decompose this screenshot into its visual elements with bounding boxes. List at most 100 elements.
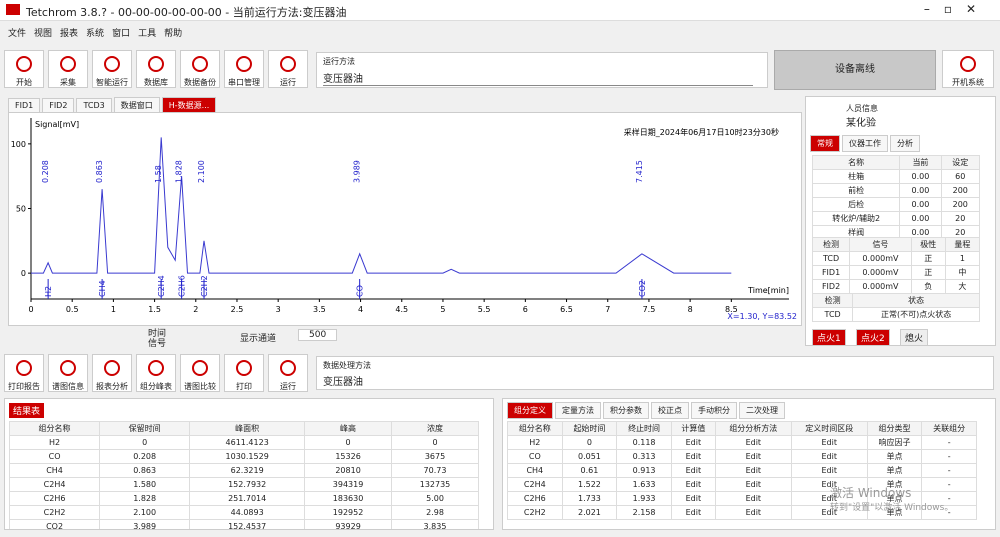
watermark-title: 激活 Windows (830, 484, 911, 501)
cell: 0.000mV (850, 280, 912, 294)
toolbar-button[interactable]: 运行 (268, 50, 308, 88)
operator-label: 人员信息 (846, 103, 878, 114)
peak-name: H2 (44, 286, 53, 297)
peak-name: CO (356, 285, 365, 297)
tool-label: 显示通道 (240, 331, 276, 344)
ignite-button[interactable]: 点火2 (856, 329, 890, 346)
toolbar-button[interactable]: 智能运行 (92, 50, 132, 88)
peak-name: C2H6 (178, 275, 187, 297)
cell: 0.00 (900, 198, 941, 212)
menu-item[interactable]: 窗口 (112, 26, 130, 39)
menu-item[interactable]: 文件 (8, 26, 26, 39)
cell: 中 (945, 266, 979, 280)
toolbar-button[interactable]: 开始 (4, 50, 44, 88)
cell: Edit (671, 478, 715, 492)
column-header: 量程 (945, 238, 979, 252)
cell: CH4 (10, 464, 100, 478)
chart-tab[interactable]: FID1 (8, 98, 40, 113)
cell: 0.000mV (850, 252, 912, 266)
column-header: 设定 (941, 156, 979, 170)
toolbar-button[interactable]: 组分峰表 (136, 354, 176, 392)
column-header: 名称 (813, 156, 900, 170)
menu-item[interactable]: 报表 (60, 26, 78, 39)
cell: 单点 (867, 464, 922, 478)
method-select[interactable]: 运行方法变压器油 (316, 52, 768, 88)
cell: H2 (10, 436, 100, 450)
toolbar-button[interactable]: 谱图信息 (48, 354, 88, 392)
cell: 1030.1529 (190, 450, 305, 464)
instrument-tab[interactable]: 常规 (810, 135, 840, 152)
cell: 1.633 (617, 478, 672, 492)
cell: 0.61 (562, 464, 617, 478)
button-label: 采集 (60, 78, 76, 87)
toolbar-button[interactable]: 谱图比较 (180, 354, 220, 392)
component-tab[interactable]: 二次处理 (739, 402, 785, 419)
menu-item[interactable]: 工具 (138, 26, 156, 39)
peak-name: CO2 (638, 280, 647, 297)
status-button[interactable]: 设备离线 (774, 50, 936, 90)
button-label: 智能运行 (96, 78, 128, 87)
table-row: CO23.989152.4537939293.835 (10, 520, 479, 531)
cell: 正 (911, 266, 945, 280)
menu-item[interactable]: 系统 (86, 26, 104, 39)
method-label: 运行方法 (323, 56, 355, 67)
cell: 20810 (305, 464, 392, 478)
ignite-button[interactable]: 熄火 (900, 329, 928, 346)
toolbar-button[interactable]: 打印 (224, 354, 264, 392)
cell: 2.021 (562, 506, 617, 520)
column-header: 保留时间 (100, 422, 190, 436)
toolbar-button[interactable]: 串口管理 (224, 50, 264, 88)
column-header: 信号 (850, 238, 912, 252)
table-row: H200.118EditEditEdit响应因子- (508, 436, 977, 450)
toolbar-button[interactable]: 采集 (48, 50, 88, 88)
table-row: CO0.2081030.1529153263675 (10, 450, 479, 464)
toolbar-button[interactable]: 打印报告 (4, 354, 44, 392)
menu-item[interactable]: 视图 (34, 26, 52, 39)
icon (16, 360, 32, 376)
table-row: TCD0.000mV正1 (813, 252, 980, 266)
component-tab[interactable]: 组分定义 (507, 402, 553, 419)
component-tab[interactable]: 校正点 (651, 402, 689, 419)
window-controls[interactable]: –▫✕ (924, 2, 990, 16)
cell: Edit (715, 506, 791, 520)
column-header: 检测 (813, 238, 850, 252)
toolbar: 打印报告谱图信息报表分析组分峰表谱图比较打印 运行数据处理方法变压器油 (4, 352, 996, 394)
power-button[interactable]: 开机系统 (942, 50, 994, 88)
x-tick-label: 5.5 (478, 305, 491, 314)
table-row: 柱箱0.0060 (813, 170, 980, 184)
table-row: CO0.0510.313EditEditEdit单点- (508, 450, 977, 464)
button-label: 打印 (236, 382, 252, 391)
cell: 0.313 (617, 450, 672, 464)
toolbar-button[interactable]: 运行 (268, 354, 308, 392)
column-header: 状态 (853, 294, 980, 308)
cell: 20 (941, 212, 979, 226)
component-tab[interactable]: 积分参数 (603, 402, 649, 419)
menu-item[interactable]: 帮助 (164, 26, 182, 39)
ignite-button[interactable]: 点火1 (812, 329, 846, 346)
instrument-tab[interactable]: 分析 (890, 135, 920, 152)
component-tab[interactable]: 手动积分 (691, 402, 737, 419)
cell: - (922, 450, 977, 464)
method-label: 数据处理方法 (323, 360, 371, 371)
instrument-tab[interactable]: 仪器工作 (842, 135, 888, 152)
icon (60, 360, 76, 376)
cell: 大 (945, 280, 979, 294)
cell: Edit (715, 464, 791, 478)
chart-tab[interactable]: FID2 (42, 98, 74, 113)
toolbar-button[interactable]: 数据备份 (180, 50, 220, 88)
cell: 1.522 (562, 478, 617, 492)
table-row: FID20.000mV负大 (813, 280, 980, 294)
tool-value[interactable]: 500 (298, 329, 337, 341)
component-tab[interactable]: 定量方法 (555, 402, 601, 419)
cell: TCD (813, 252, 850, 266)
cell: C2H4 (10, 478, 100, 492)
toolbar-button[interactable]: 报表分析 (92, 354, 132, 392)
cell: TCD (813, 308, 853, 322)
chart-tab[interactable]: TCD3 (76, 98, 111, 113)
cell: - (922, 478, 977, 492)
toolbar-button[interactable]: 数据库 (136, 50, 176, 88)
method-select[interactable]: 数据处理方法变压器油 (316, 356, 994, 390)
x-tick-label: 3.5 (313, 305, 326, 314)
column-header: 组分类型 (867, 422, 922, 436)
column-header: 检测 (813, 294, 853, 308)
